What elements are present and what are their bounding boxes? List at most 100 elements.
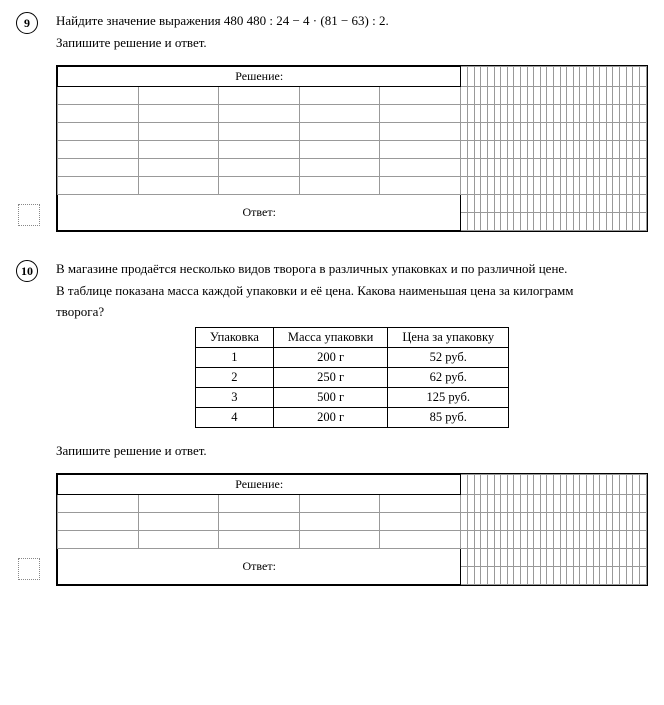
- grid-cell[interactable]: [573, 105, 580, 123]
- grid-cell[interactable]: [554, 513, 561, 531]
- grid-cell[interactable]: [527, 495, 534, 513]
- grid-cell[interactable]: [613, 159, 620, 177]
- grid-cell[interactable]: [138, 159, 219, 177]
- grid-cell[interactable]: [501, 495, 508, 513]
- grid-cell[interactable]: [461, 213, 468, 231]
- grid-cell[interactable]: [573, 195, 580, 213]
- grid-cell[interactable]: [593, 195, 600, 213]
- grid-cell[interactable]: [514, 475, 521, 495]
- grid-cell[interactable]: [547, 495, 554, 513]
- grid-cell[interactable]: [567, 513, 574, 531]
- grid-cell[interactable]: [494, 213, 501, 231]
- grid-cell[interactable]: [606, 87, 613, 105]
- grid-cell[interactable]: [507, 531, 514, 549]
- grid-cell[interactable]: [587, 213, 594, 231]
- grid-cell[interactable]: [547, 475, 554, 495]
- grid-cell[interactable]: [633, 123, 640, 141]
- grid-cell[interactable]: [474, 159, 481, 177]
- grid-cell[interactable]: [587, 475, 594, 495]
- grid-cell[interactable]: [520, 195, 527, 213]
- grid-cell[interactable]: [507, 213, 514, 231]
- grid-cell[interactable]: [474, 195, 481, 213]
- grid-cell[interactable]: [540, 123, 547, 141]
- grid-cell[interactable]: [474, 475, 481, 495]
- grid-cell[interactable]: [587, 87, 594, 105]
- grid-cell[interactable]: [613, 531, 620, 549]
- grid-cell[interactable]: [593, 567, 600, 585]
- grid-cell[interactable]: [600, 549, 607, 567]
- grid-cell[interactable]: [547, 567, 554, 585]
- grid-cell[interactable]: [626, 87, 633, 105]
- grid-cell[interactable]: [501, 531, 508, 549]
- grid-cell[interactable]: [507, 159, 514, 177]
- grid-cell[interactable]: [527, 213, 534, 231]
- grid-cell[interactable]: [527, 531, 534, 549]
- grid-cell[interactable]: [554, 567, 561, 585]
- grid-cell[interactable]: [219, 105, 300, 123]
- grid-cell[interactable]: [600, 177, 607, 195]
- grid-cell[interactable]: [461, 159, 468, 177]
- grid-cell[interactable]: [587, 159, 594, 177]
- grid-cell[interactable]: [587, 67, 594, 87]
- grid-cell[interactable]: [520, 495, 527, 513]
- grid-cell[interactable]: [468, 213, 475, 231]
- grid-cell[interactable]: [639, 567, 646, 585]
- grid-cell[interactable]: [481, 141, 488, 159]
- grid-cell[interactable]: [468, 67, 475, 87]
- grid-cell[interactable]: [534, 567, 541, 585]
- grid-cell[interactable]: [481, 475, 488, 495]
- grid-cell[interactable]: [633, 567, 640, 585]
- grid-cell[interactable]: [494, 105, 501, 123]
- grid-cell[interactable]: [380, 87, 461, 105]
- grid-cell[interactable]: [613, 513, 620, 531]
- grid-cell[interactable]: [554, 159, 561, 177]
- grid-cell[interactable]: [573, 549, 580, 567]
- grid-cell[interactable]: [554, 105, 561, 123]
- grid-cell[interactable]: [527, 159, 534, 177]
- grid-cell[interactable]: [593, 87, 600, 105]
- grid-cell[interactable]: [626, 141, 633, 159]
- grid-cell[interactable]: [58, 141, 139, 159]
- grid-cell[interactable]: [481, 495, 488, 513]
- grid-cell[interactable]: [626, 67, 633, 87]
- grid-cell[interactable]: [138, 87, 219, 105]
- grid-cell[interactable]: [606, 475, 613, 495]
- grid-cell[interactable]: [600, 105, 607, 123]
- grid-cell[interactable]: [639, 177, 646, 195]
- grid-cell[interactable]: [613, 475, 620, 495]
- grid-cell[interactable]: [461, 549, 468, 567]
- grid-cell[interactable]: [299, 105, 380, 123]
- grid-cell[interactable]: [554, 67, 561, 87]
- grid-cell[interactable]: [620, 495, 627, 513]
- grid-cell[interactable]: [58, 531, 139, 549]
- grid-cell[interactable]: [600, 567, 607, 585]
- grid-cell[interactable]: [501, 159, 508, 177]
- grid-cell[interactable]: [633, 87, 640, 105]
- grid-cell[interactable]: [380, 159, 461, 177]
- grid-cell[interactable]: [501, 195, 508, 213]
- grid-cell[interactable]: [514, 141, 521, 159]
- grid-cell[interactable]: [481, 177, 488, 195]
- grid-cell[interactable]: [580, 123, 587, 141]
- grid-cell[interactable]: [514, 159, 521, 177]
- grid-cell[interactable]: [468, 567, 475, 585]
- grid-cell[interactable]: [468, 549, 475, 567]
- grid-cell[interactable]: [527, 141, 534, 159]
- grid-cell[interactable]: [299, 177, 380, 195]
- grid-cell[interactable]: [560, 567, 567, 585]
- grid-cell[interactable]: [613, 87, 620, 105]
- grid-cell[interactable]: [613, 177, 620, 195]
- grid-cell[interactable]: [560, 531, 567, 549]
- grid-cell[interactable]: [633, 531, 640, 549]
- grid-cell[interactable]: [494, 123, 501, 141]
- grid-cell[interactable]: [527, 567, 534, 585]
- grid-cell[interactable]: [501, 177, 508, 195]
- grid-cell[interactable]: [527, 475, 534, 495]
- grid-cell[interactable]: [560, 67, 567, 87]
- grid-cell[interactable]: [494, 141, 501, 159]
- grid-cell[interactable]: [219, 159, 300, 177]
- grid-cell[interactable]: [461, 177, 468, 195]
- grid-cell[interactable]: [560, 495, 567, 513]
- grid-cell[interactable]: [587, 513, 594, 531]
- grid-cell[interactable]: [593, 531, 600, 549]
